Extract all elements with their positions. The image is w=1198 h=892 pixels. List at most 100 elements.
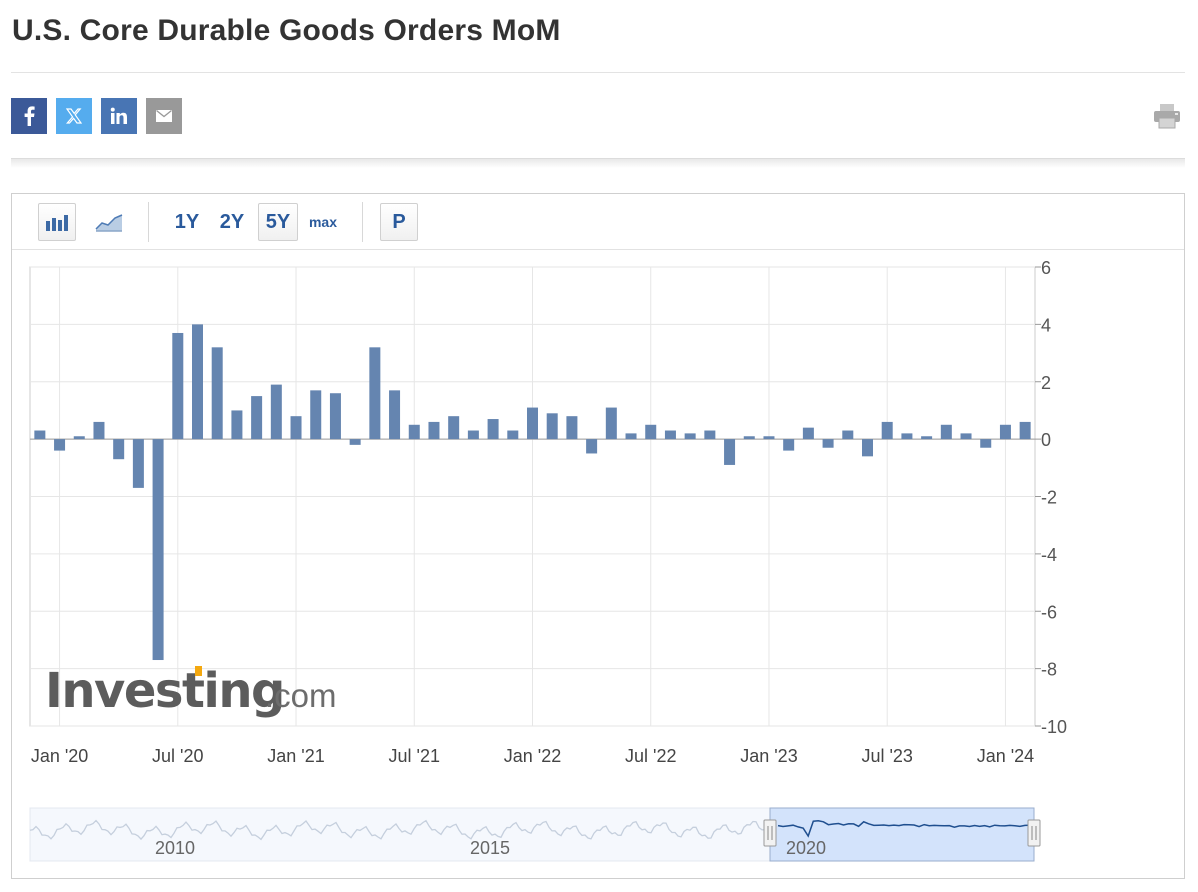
y-tick-label: 6: [1041, 258, 1051, 278]
bar[interactable]: [369, 347, 381, 440]
bar[interactable]: [664, 430, 676, 440]
bar-chart-button[interactable]: [38, 203, 76, 241]
bar[interactable]: [783, 439, 795, 451]
bar[interactable]: [842, 430, 854, 440]
bar[interactable]: [408, 424, 420, 440]
bar[interactable]: [645, 424, 657, 440]
bar[interactable]: [487, 419, 499, 440]
bar[interactable]: [881, 421, 893, 440]
bar[interactable]: [113, 439, 125, 460]
y-tick-label: -4: [1041, 545, 1057, 565]
bar[interactable]: [310, 390, 322, 440]
bar[interactable]: [546, 413, 558, 440]
bar[interactable]: [231, 410, 243, 440]
x-tick-label: Jul '23: [861, 746, 912, 766]
toolbar-separator: [362, 202, 363, 242]
navigator-year-label: 2020: [786, 838, 826, 858]
y-axis-ticks: 6 4 2 0 -2 -4 -6 -8 -10: [1035, 258, 1067, 737]
navigator-selection: [769, 807, 1035, 862]
bar[interactable]: [684, 433, 696, 440]
area-chart-icon: [95, 214, 123, 232]
bar[interactable]: [999, 424, 1011, 440]
linkedin-icon: [110, 107, 127, 124]
bar[interactable]: [586, 439, 598, 454]
bar[interactable]: [467, 430, 479, 440]
bar[interactable]: [192, 324, 203, 440]
bar[interactable]: [132, 439, 144, 488]
bar[interactable]: [566, 416, 578, 440]
x-tick-label: Jul '22: [625, 746, 676, 766]
print-button[interactable]: [1152, 101, 1182, 131]
p-button[interactable]: P: [380, 203, 418, 241]
bar[interactable]: [625, 433, 637, 440]
navigator-year-label: 2010: [155, 838, 195, 858]
share-bar-shadow: [11, 158, 1185, 168]
bar[interactable]: [802, 427, 814, 440]
bar[interactable]: [960, 433, 972, 440]
navigator-selected-line: [777, 820, 1031, 838]
linkedin-share-button[interactable]: [101, 98, 137, 134]
x-axis-ticks: Jan '20 Jul '20 Jan '21 Jul '21 Jan '22 Jul '…: [31, 746, 1034, 766]
bar[interactable]: [93, 421, 105, 440]
range-navigator[interactable]: 2010 2015 2020: [29, 807, 1041, 862]
range-max-button[interactable]: max: [308, 214, 338, 230]
bar[interactable]: [763, 436, 775, 440]
x-tick-label: Jan '20: [31, 746, 88, 766]
printer-icon: [1154, 104, 1180, 129]
bar[interactable]: [704, 430, 716, 440]
range-2y-button[interactable]: 2Y: [219, 210, 245, 233]
bar[interactable]: [822, 439, 834, 448]
bar[interactable]: [527, 407, 538, 440]
title-divider: [11, 72, 1185, 73]
bar-series: [34, 324, 1031, 661]
bar[interactable]: [980, 439, 992, 448]
bar[interactable]: [862, 439, 873, 457]
area-chart-button[interactable]: [90, 203, 128, 241]
bar[interactable]: [901, 433, 913, 440]
share-bar: [11, 98, 182, 134]
investing-watermark: Investing .com: [45, 663, 337, 719]
bar[interactable]: [389, 390, 401, 440]
bar[interactable]: [940, 424, 952, 440]
y-tick-label: 4: [1041, 315, 1051, 335]
bar[interactable]: [290, 416, 302, 440]
x-tick-label: Jul '20: [152, 746, 203, 766]
y-tick-label: -10: [1041, 717, 1067, 737]
navigator-right-handle[interactable]: [1027, 819, 1041, 847]
bar[interactable]: [605, 407, 617, 440]
bar[interactable]: [349, 439, 361, 445]
bar[interactable]: [73, 436, 85, 440]
navigator-history-line: [29, 819, 769, 841]
bar[interactable]: [743, 436, 755, 440]
bar[interactable]: [34, 430, 46, 440]
bar[interactable]: [921, 436, 933, 440]
x-tick-label: Jan '22: [504, 746, 561, 766]
bar[interactable]: [724, 439, 736, 465]
twitter-share-button[interactable]: [56, 98, 92, 134]
bar[interactable]: [270, 384, 282, 440]
bar[interactable]: [329, 393, 341, 440]
y-tick-label: 0: [1041, 430, 1051, 450]
navigator-left-handle[interactable]: [763, 819, 777, 847]
facebook-share-button[interactable]: [11, 98, 47, 134]
range-1y-button[interactable]: 1Y: [174, 210, 200, 233]
bar[interactable]: [152, 439, 164, 661]
y-tick-label: -6: [1041, 602, 1057, 622]
bar[interactable]: [211, 347, 223, 440]
watermark-accent: [195, 666, 202, 676]
bar[interactable]: [1019, 421, 1031, 440]
y-tick-label: 2: [1041, 373, 1051, 393]
bar[interactable]: [172, 332, 184, 440]
bar[interactable]: [507, 430, 519, 440]
bar[interactable]: [448, 416, 460, 440]
page-title: U.S. Core Durable Goods Orders MoM: [12, 14, 561, 47]
bar[interactable]: [428, 421, 440, 440]
watermark-suffix: .com: [265, 677, 337, 714]
envelope-icon: [156, 109, 172, 122]
range-5y-button[interactable]: 5Y: [258, 203, 298, 241]
y-tick-label: -2: [1041, 488, 1057, 508]
watermark-brand: Investing: [45, 663, 284, 719]
bar[interactable]: [54, 439, 66, 451]
bar[interactable]: [251, 396, 263, 440]
email-share-button[interactable]: [146, 98, 182, 134]
